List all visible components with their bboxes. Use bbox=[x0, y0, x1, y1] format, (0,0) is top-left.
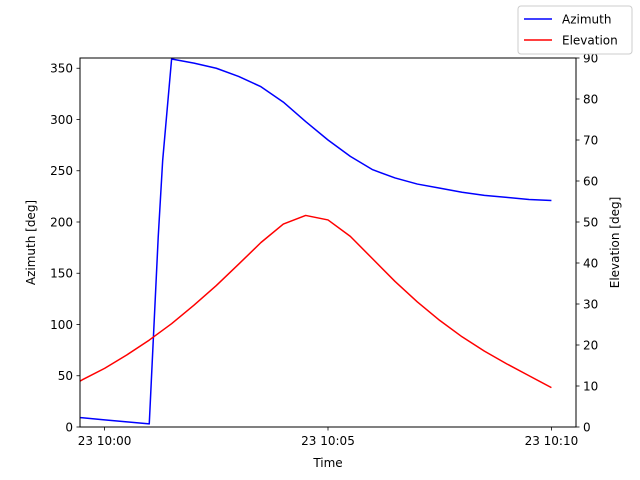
y-right-tick-label: 60 bbox=[583, 174, 598, 188]
y-right-tick-label: 30 bbox=[583, 297, 598, 311]
legend-box bbox=[517, 5, 633, 55]
y-right-tick-label: 40 bbox=[583, 256, 598, 270]
series-line-elevation bbox=[80, 214, 552, 389]
y-axis-left-label: Azimuth [deg] bbox=[24, 200, 38, 285]
legend-label-elevation: Elevation bbox=[562, 34, 618, 48]
y-right-tick-label: 80 bbox=[583, 92, 598, 106]
y-axis-left: 0 50 100 150 200 250 300 350 bbox=[50, 62, 80, 434]
y-right-tick-label: 0 bbox=[583, 420, 591, 434]
x-axis-label: Time bbox=[312, 456, 342, 470]
y-left-tick-label: 0 bbox=[65, 420, 73, 434]
y-left-tick-label: 150 bbox=[50, 267, 73, 281]
x-tick-label: 23 10:00 bbox=[78, 434, 132, 448]
y-right-tick-label: 50 bbox=[583, 215, 598, 229]
legend: Azimuth Elevation bbox=[517, 5, 633, 55]
x-axis: 23 10:00 23 10:05 23 10:10 bbox=[78, 427, 579, 448]
legend-label-azimuth: Azimuth bbox=[562, 13, 611, 27]
series-line-azimuth bbox=[80, 58, 552, 425]
y-left-tick-label: 100 bbox=[50, 318, 73, 332]
y-left-tick-label: 350 bbox=[50, 62, 73, 76]
plot-frame bbox=[79, 57, 577, 428]
y-right-tick-label: 10 bbox=[583, 379, 598, 393]
x-tick-label: 23 10:05 bbox=[301, 434, 355, 448]
y-left-tick-label: 250 bbox=[50, 164, 73, 178]
y-axis-right-label: Elevation [deg] bbox=[608, 197, 622, 289]
y-right-tick-label: 20 bbox=[583, 338, 598, 352]
y-right-tick-label: 70 bbox=[583, 133, 598, 147]
y-right-tick-label: 90 bbox=[583, 51, 598, 65]
y-left-tick-label: 50 bbox=[58, 369, 73, 383]
x-tick-label: 23 10:10 bbox=[525, 434, 579, 448]
y-left-tick-label: 200 bbox=[50, 215, 73, 229]
y-left-tick-label: 300 bbox=[50, 113, 73, 127]
plot-lines bbox=[80, 58, 552, 425]
y-axis-right: 0 10 20 30 40 50 60 70 80 90 bbox=[576, 51, 598, 434]
